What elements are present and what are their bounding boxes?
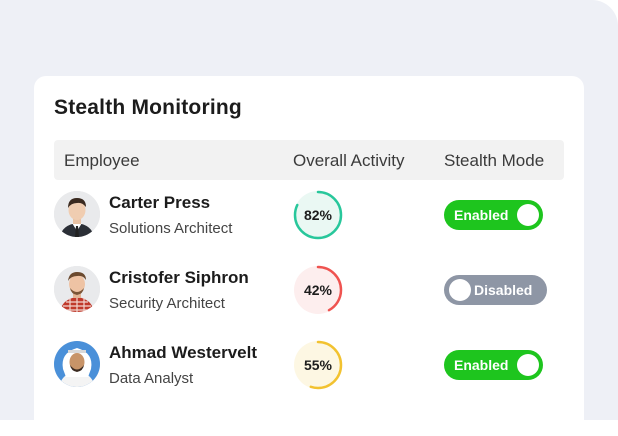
column-header-stealth: Stealth Mode xyxy=(444,151,545,170)
employee-name: Cristofer Siphron xyxy=(109,268,249,287)
column-header-employee: Employee xyxy=(64,151,140,170)
table-row: Carter Press Solutions Architect 82% Ena… xyxy=(54,184,564,244)
avatar xyxy=(54,191,100,237)
activity-percent: 55% xyxy=(303,357,333,373)
employee-role: Data Analyst xyxy=(109,370,194,387)
table-row: Ahmad Westervelt Data Analyst 55% Enable… xyxy=(54,334,564,394)
stealth-toggle-label: Disabled xyxy=(474,282,533,298)
activity-ring: 82% xyxy=(292,189,344,241)
column-header-activity: Overall Activity xyxy=(293,151,405,170)
activity-ring: 42% xyxy=(292,264,344,316)
employee-name: Ahmad Westervelt xyxy=(109,343,258,362)
toggle-knob xyxy=(517,354,539,376)
stealth-monitoring-card: Stealth Monitoring Employee Overall Acti… xyxy=(34,76,584,436)
avatar xyxy=(54,266,100,312)
toggle-knob xyxy=(517,204,539,226)
stealth-toggle-label: Enabled xyxy=(454,357,509,373)
employee-name: Carter Press xyxy=(109,193,211,212)
employee-role: Security Architect xyxy=(109,295,225,312)
table-row: Cristofer Siphron Security Architect 42%… xyxy=(54,259,564,319)
activity-percent: 82% xyxy=(303,207,333,223)
employee-role: Solutions Architect xyxy=(109,220,233,237)
toggle-knob xyxy=(449,279,471,301)
avatar xyxy=(54,341,100,387)
table-header: Employee Overall Activity Stealth Mode xyxy=(54,140,564,180)
activity-ring: 55% xyxy=(292,339,344,391)
stealth-toggle[interactable]: Disabled xyxy=(444,275,547,305)
stealth-toggle-label: Enabled xyxy=(454,207,509,223)
card-title: Stealth Monitoring xyxy=(54,96,242,119)
stealth-toggle[interactable]: Enabled xyxy=(444,350,543,380)
stealth-toggle[interactable]: Enabled xyxy=(444,200,543,230)
activity-percent: 42% xyxy=(303,282,333,298)
